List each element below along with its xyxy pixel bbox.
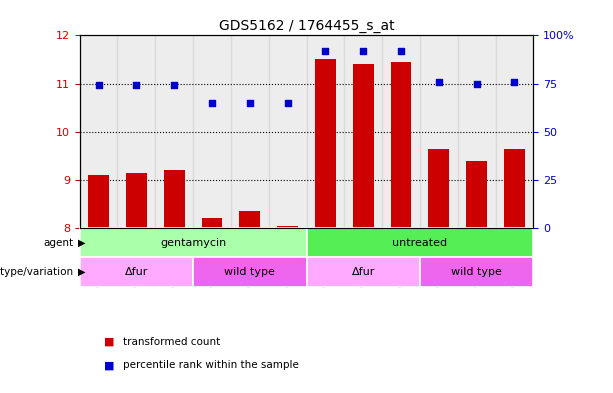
Bar xyxy=(268,35,306,228)
Text: ▶: ▶ xyxy=(78,238,86,248)
Bar xyxy=(306,257,420,287)
Bar xyxy=(80,35,118,228)
Bar xyxy=(118,35,155,228)
Text: wild type: wild type xyxy=(451,267,502,277)
Bar xyxy=(80,257,193,287)
Point xyxy=(396,48,406,54)
Bar xyxy=(390,62,411,228)
Text: percentile rank within the sample: percentile rank within the sample xyxy=(123,360,299,371)
Bar xyxy=(428,149,449,228)
Bar xyxy=(353,64,373,228)
Bar xyxy=(126,173,147,228)
Point xyxy=(169,82,179,88)
Point xyxy=(207,99,217,106)
Bar xyxy=(306,35,345,228)
Bar xyxy=(420,257,533,287)
Text: Δfur: Δfur xyxy=(124,267,148,277)
Text: ▶: ▶ xyxy=(78,267,86,277)
Text: ■: ■ xyxy=(104,337,115,347)
Bar xyxy=(277,226,298,228)
Bar xyxy=(420,35,458,228)
Bar xyxy=(193,35,231,228)
Text: genotype/variation: genotype/variation xyxy=(0,267,74,277)
Point xyxy=(434,79,444,85)
Bar xyxy=(164,170,185,228)
Bar xyxy=(231,35,268,228)
Point xyxy=(472,80,482,86)
Bar xyxy=(306,228,533,257)
Bar xyxy=(240,211,260,228)
Text: untreated: untreated xyxy=(392,238,447,248)
Bar xyxy=(345,35,382,228)
Point xyxy=(94,82,104,88)
Bar xyxy=(202,219,223,228)
Text: ■: ■ xyxy=(104,360,115,371)
Text: wild type: wild type xyxy=(224,267,275,277)
Point xyxy=(321,48,330,54)
Point xyxy=(509,79,519,85)
Bar xyxy=(382,35,420,228)
Bar xyxy=(458,35,495,228)
Bar xyxy=(504,149,525,228)
Bar xyxy=(495,35,533,228)
Bar xyxy=(88,175,109,228)
Bar xyxy=(80,228,306,257)
Bar xyxy=(193,257,306,287)
Bar xyxy=(315,59,336,228)
Text: transformed count: transformed count xyxy=(123,337,220,347)
Bar xyxy=(466,160,487,228)
Point xyxy=(131,82,141,88)
Text: Δfur: Δfur xyxy=(351,267,375,277)
Point xyxy=(245,99,255,106)
Point xyxy=(283,99,292,106)
Title: GDS5162 / 1764455_s_at: GDS5162 / 1764455_s_at xyxy=(219,19,394,33)
Point xyxy=(358,48,368,54)
Text: gentamycin: gentamycin xyxy=(160,238,226,248)
Bar xyxy=(155,35,193,228)
Text: agent: agent xyxy=(44,238,74,248)
